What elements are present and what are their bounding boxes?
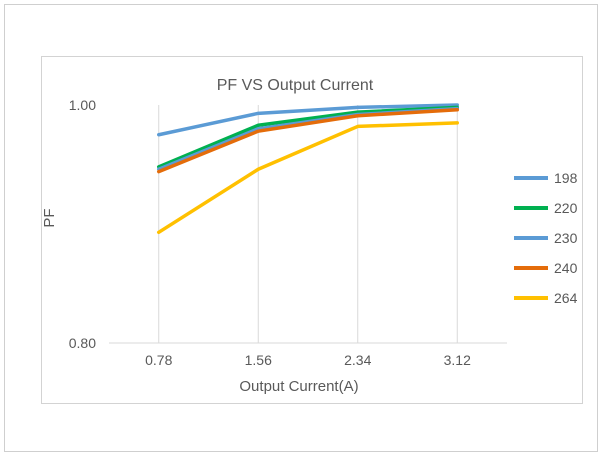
series-line-198 xyxy=(157,103,459,137)
x-tick-label: 0.78 xyxy=(145,352,172,368)
x-tick-label: 3.12 xyxy=(444,352,471,368)
series-line-240 xyxy=(157,108,459,174)
chart-title: PF VS Output Current xyxy=(217,77,374,94)
legend-label: 230 xyxy=(554,230,578,246)
x-tick-label: 1.56 xyxy=(245,352,272,368)
series-line-264 xyxy=(157,121,459,235)
x-tick-label: 2.34 xyxy=(344,352,371,368)
legend-label: 264 xyxy=(554,290,578,306)
legend-label: 220 xyxy=(554,200,578,216)
legend-label: 198 xyxy=(554,170,578,186)
y-tick-label: 1.00 xyxy=(69,97,96,113)
pf-line-chart: PF VS Output Current 0.78 1.56 2.34 3.12 0.8… xyxy=(42,77,578,395)
y-tick-label: 0.80 xyxy=(69,335,96,351)
y-axis-label: PF xyxy=(42,208,58,227)
legend-label: 240 xyxy=(554,260,578,276)
x-axis-label: Output Current(A) xyxy=(239,378,358,395)
series-group xyxy=(157,103,459,235)
chart-area: PF VS Output Current 0.78 1.56 2.34 3.12 0.8… xyxy=(41,56,583,404)
chart-frame: PF VS Output Current 0.78 1.56 2.34 3.12 0.8… xyxy=(4,4,598,452)
series-line-220 xyxy=(157,105,459,169)
legend: 198 220 230 240 264 xyxy=(514,170,578,306)
gridlines xyxy=(158,105,458,343)
tick-labels: 0.78 1.56 2.34 3.12 0.80 1.00 xyxy=(69,97,471,368)
